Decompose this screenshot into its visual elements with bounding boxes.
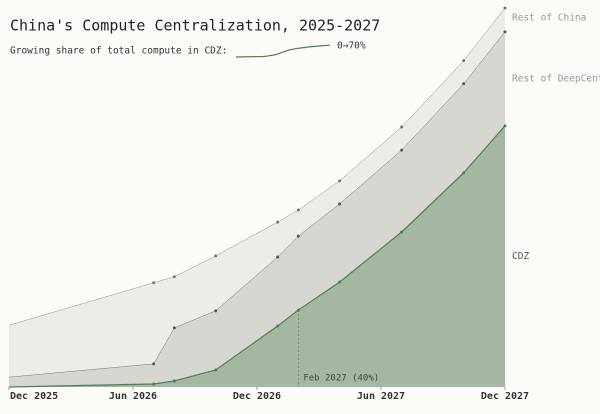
subtitle: Growing share of total compute in CDZ: bbox=[10, 46, 227, 57]
point bbox=[338, 202, 342, 206]
sparkline-label: 0→70% bbox=[337, 41, 366, 52]
point bbox=[296, 234, 300, 238]
line bbox=[8, 125, 506, 388]
area bbox=[9, 125, 505, 387]
x-tick-label: Dec 2025 bbox=[10, 391, 58, 402]
point bbox=[503, 124, 507, 128]
legend-label: CDZ bbox=[512, 251, 529, 262]
x-tick-label: Dec 2026 bbox=[233, 391, 281, 402]
point bbox=[172, 326, 176, 330]
point bbox=[276, 324, 280, 328]
point bbox=[400, 125, 404, 129]
point bbox=[172, 379, 176, 383]
annotation-text: Feb 2027 (40%) bbox=[303, 374, 379, 384]
point bbox=[338, 179, 342, 183]
x-tick-label: Jun 2027 bbox=[357, 391, 405, 402]
line bbox=[8, 31, 506, 378]
point bbox=[400, 148, 404, 152]
sparkline bbox=[235, 44, 331, 58]
point bbox=[503, 6, 507, 10]
point bbox=[214, 368, 218, 372]
area bbox=[9, 8, 505, 378]
point bbox=[152, 281, 156, 285]
point bbox=[503, 30, 507, 34]
point bbox=[276, 255, 280, 259]
point bbox=[338, 280, 342, 284]
x-tick-label: Dec 2027 bbox=[481, 391, 529, 402]
point bbox=[462, 171, 466, 175]
point bbox=[276, 220, 280, 224]
point bbox=[400, 230, 404, 234]
point bbox=[296, 208, 300, 212]
point bbox=[214, 309, 218, 313]
line bbox=[8, 7, 506, 326]
x-tick-label: Jun 2026 bbox=[109, 391, 157, 402]
legend-label: Rest of DeepCent bbox=[512, 73, 600, 84]
chart-title: China's Compute Centralization, 2025-202… bbox=[10, 17, 380, 35]
point bbox=[462, 82, 466, 86]
point bbox=[152, 362, 156, 366]
point bbox=[214, 254, 218, 258]
point bbox=[152, 382, 156, 386]
area bbox=[9, 31, 505, 387]
point bbox=[462, 59, 466, 63]
legend-label: Rest of China bbox=[512, 12, 586, 23]
point bbox=[172, 275, 176, 279]
